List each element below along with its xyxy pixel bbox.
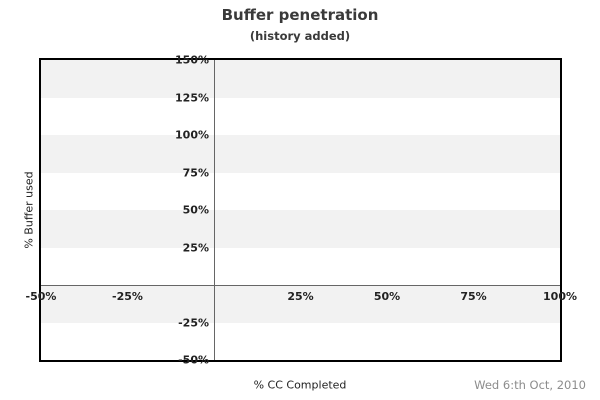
chart-title: Buffer penetration: [221, 6, 379, 24]
grid-band: [41, 322, 560, 360]
grid-band: [41, 97, 560, 135]
y-tick-label: 150%: [175, 53, 209, 67]
grid-band: [41, 247, 560, 285]
y-tick-label: 125%: [175, 91, 209, 104]
chart-subtitle: (history added): [249, 29, 351, 43]
x-tick-label: 75%: [460, 290, 487, 303]
grid-band: [41, 135, 560, 173]
y-tick-label: -25%: [178, 316, 209, 329]
x-zero-axis-line: [214, 60, 215, 360]
y-tick-label: 100%: [175, 128, 209, 142]
y-tick-label: 50%: [182, 203, 209, 217]
x-axis-title: % CC Completed: [253, 378, 347, 392]
y-tick-label: -50%: [178, 353, 209, 367]
x-tick-label: -25%: [112, 290, 143, 303]
x-tick-label: 50%: [373, 290, 401, 303]
grid-band: [41, 210, 560, 248]
date-stamp: Wed 6:th Oct, 2010: [474, 378, 586, 392]
x-tick-label: 100%: [543, 290, 577, 303]
x-tick-label: -50%: [25, 290, 57, 303]
y-zero-axis-line: [41, 285, 560, 286]
y-tick-label: 75%: [182, 166, 209, 179]
grid-band: [41, 172, 560, 210]
x-tick-label: 25%: [287, 290, 314, 303]
plot-area: 150% 125% 100% 75% 50% 25% -25% -50% -50% -25% 25%…: [26, 54, 577, 367]
grid-band: [41, 285, 560, 323]
y-tick-label: 25%: [182, 241, 209, 254]
grid-band: [41, 60, 560, 98]
y-axis-title: % Buffer used: [22, 171, 36, 249]
